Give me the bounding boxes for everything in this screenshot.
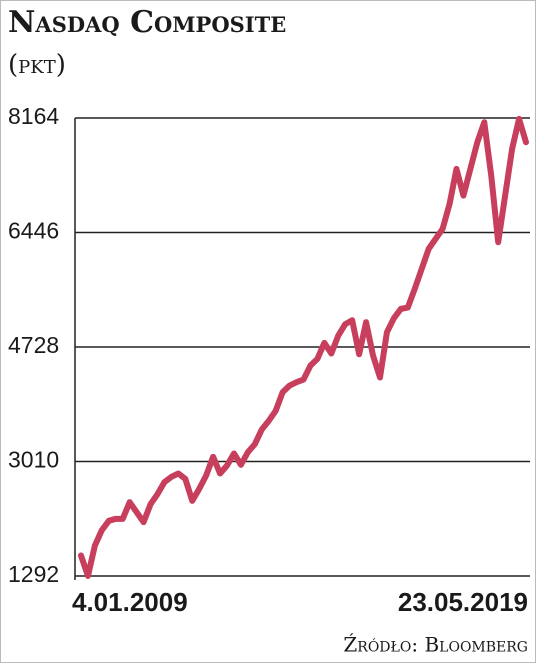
y-tick-label: 1292 [8,561,59,587]
y-tick-label: 4728 [8,332,59,358]
x-tick-label: 4.01.2009 [72,587,188,617]
source: Źródło: Bloomberg [343,633,528,657]
x-tick-label: 23.05.2019 [398,587,528,617]
y-tick-label: 8164 [8,103,59,129]
line-series [78,115,529,579]
y-tick-label: 6446 [8,218,59,244]
y-tick-label: 3010 [8,447,59,473]
chart-subtitle: (pkt) [8,50,66,80]
chart-title: Nasdaq Composite [8,5,286,40]
